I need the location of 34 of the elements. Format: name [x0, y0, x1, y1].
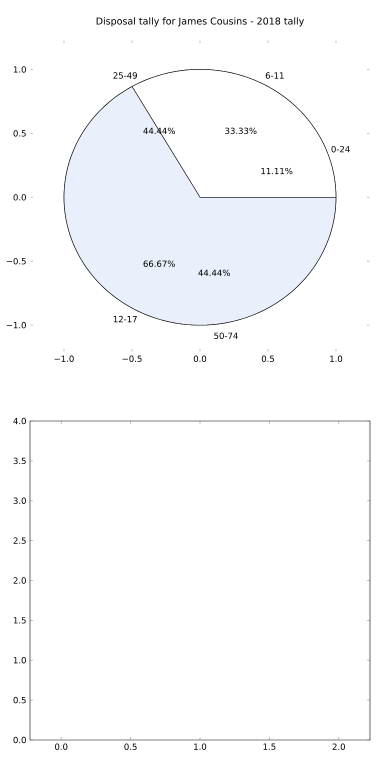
slice-label: 6-11 [266, 72, 284, 79]
y-tick-label: 0.0 [14, 194, 26, 200]
y-tick-label: 0.5 [14, 696, 26, 704]
y-tick-label: 1.0 [14, 657, 26, 664]
slice-label: 12-17 [114, 316, 137, 322]
x-tick-label: −0.5 [122, 356, 142, 362]
x-tick-label: −1.0 [54, 356, 74, 362]
chart-title: Disposal tally for James Cousins - 2018 tally [96, 17, 304, 26]
x-tick-label: 0.0 [55, 744, 68, 750]
slice-label: 0-24 [331, 146, 350, 152]
y-tick-label: 0.5 [14, 130, 26, 137]
x-tick-label: 0.5 [124, 744, 137, 750]
y-tick-label: −0.5 [6, 258, 26, 264]
slice-label: 50-74 [214, 332, 238, 340]
data-label: 33.33% [225, 128, 257, 134]
slice-label: 25-49 [113, 72, 137, 79]
data-label: 44.44% [198, 270, 230, 276]
y-tick-label: 0.0 [14, 736, 26, 744]
y-tick-label: 1.5 [14, 617, 26, 624]
y-tick-label: 2.5 [14, 537, 26, 544]
x-tick-label: 0.5 [262, 356, 274, 362]
x-tick-label: 1.5 [264, 744, 276, 750]
y-tick-label: 1.0 [14, 66, 26, 73]
y-tick-label: 2.0 [14, 577, 26, 584]
data-label: 11.11% [261, 168, 292, 174]
data-label: 66.67% [144, 260, 175, 267]
y-tick-label: 3.0 [14, 498, 26, 504]
y-tick-label: 4.0 [13, 418, 26, 424]
x-tick-label: 1.0 [330, 356, 342, 362]
y-tick-label: −1.0 [6, 322, 26, 328]
y-tick-label: 3.5 [14, 458, 26, 464]
x-tick-label: 1.0 [194, 744, 206, 750]
x-tick-label: 2.0 [332, 744, 345, 750]
x-tick-label: 0.0 [194, 356, 206, 362]
